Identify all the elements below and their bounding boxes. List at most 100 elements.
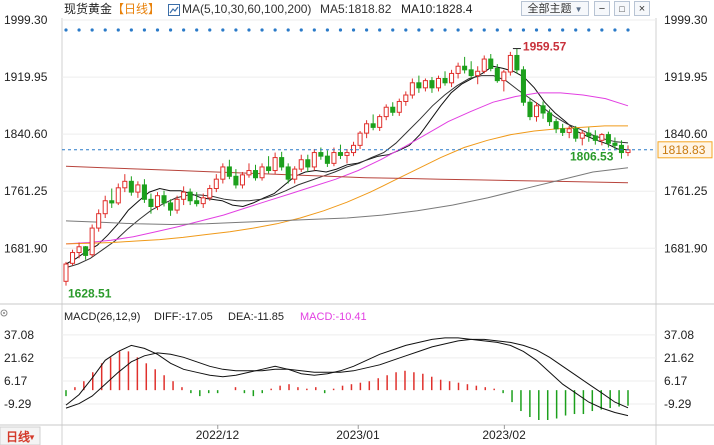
period-footer-tab[interactable] — [0, 426, 41, 445]
signal-dot-10 — [129, 28, 133, 32]
candle-body-13 — [148, 198, 154, 207]
candle-body-50 — [390, 106, 396, 113]
candle-body-27 — [239, 174, 245, 186]
candle-body-64 — [481, 58, 487, 72]
macd-tick-right-0: 37.08 — [664, 328, 694, 342]
candle-body-9 — [122, 180, 128, 189]
candle-body-19 — [187, 191, 193, 202]
price-tick-left-2: 1840.60 — [4, 127, 48, 141]
candle-body-22 — [207, 188, 213, 199]
candle-body-3 — [83, 246, 89, 256]
maximize-icon: □ — [619, 4, 625, 14]
macd-histogram — [65, 351, 629, 420]
ma-params: MA(5,10,30,60,100,200) — [182, 2, 312, 16]
candle-body-37 — [305, 159, 311, 168]
candle-body-85 — [618, 144, 624, 154]
candle-body-66 — [494, 67, 500, 82]
period-footer-label: 日线 — [6, 429, 30, 444]
candle-body-10 — [128, 180, 134, 193]
candle-body-25 — [226, 166, 232, 177]
price-tick-left-3: 1761.25 — [4, 184, 48, 198]
minimize-button[interactable]: − — [594, 1, 610, 16]
candle-body-39 — [318, 152, 324, 157]
signal-dot-66 — [495, 28, 499, 32]
candle-body-57 — [435, 77, 442, 89]
candle-body-60 — [455, 65, 461, 74]
date-tick-2: 2023/02 — [482, 428, 526, 442]
ma-line-ma60 — [65, 125, 628, 245]
candle-body-17 — [174, 198, 180, 211]
candle-body-72 — [533, 105, 540, 118]
candle-body-35 — [292, 168, 298, 180]
candle-body-69 — [514, 54, 520, 71]
recent-low-label: 1806.53 — [570, 150, 614, 164]
signal-dot-68 — [508, 28, 512, 32]
signal-dot-16 — [168, 28, 173, 32]
candle-body-23 — [213, 178, 219, 190]
signal-dot-18 — [182, 28, 186, 32]
candle-body-52 — [403, 94, 409, 102]
chevron-down-icon: ▼ — [574, 5, 583, 14]
candle-body-29 — [252, 170, 259, 179]
candle-body-55 — [422, 80, 428, 89]
candle-body-24 — [220, 166, 226, 180]
candle-body-84 — [612, 142, 618, 146]
price-tick-left-4: 1681.90 — [4, 241, 48, 255]
close-button[interactable]: × — [634, 1, 650, 16]
signal-dot-28 — [247, 28, 251, 32]
candle-body-71 — [527, 101, 533, 118]
signal-dot-62 — [469, 28, 473, 32]
symbol-name: 现货黄金 — [64, 2, 113, 16]
candle-body-46 — [364, 123, 370, 134]
candle-body-82 — [599, 134, 605, 141]
chevron-down-icon: ▼ — [28, 433, 36, 442]
macd-macd-value: MACD:-10.41 — [300, 311, 367, 323]
candle-body-21 — [200, 197, 206, 205]
candle-body-61 — [462, 65, 468, 71]
moving-average-lines — [65, 65, 629, 269]
candle-body-81 — [592, 135, 598, 141]
theme-menu-button[interactable]: 全部主题 ▼ — [521, 1, 589, 16]
candle-body-1 — [70, 252, 76, 264]
date-tick-0: 2022/12 — [196, 428, 240, 442]
candle-body-44 — [351, 144, 357, 154]
signal-dot-70 — [521, 28, 526, 32]
candle-body-51 — [396, 100, 402, 113]
macd-tick-right-2: 6.17 — [664, 374, 688, 388]
candle-body-32 — [272, 157, 278, 172]
candle-body-36 — [298, 159, 304, 170]
chart-header: 现货黄金 【日线】 MA(5,10,30,60,100,200) MA5:181… — [0, 0, 714, 18]
signal-dot-46 — [365, 28, 369, 32]
macd-tick-left-0: 37.08 — [4, 328, 34, 342]
ma10-value: MA10:1828.4 — [401, 2, 473, 16]
candle-body-70 — [520, 69, 526, 103]
candle-body-67 — [501, 71, 507, 82]
macd-grid — [62, 334, 656, 405]
macd-tick-left-1: 21.62 — [4, 351, 34, 365]
candle-body-15 — [161, 195, 167, 204]
macd-lines — [65, 337, 629, 417]
signal-dot-54 — [417, 28, 421, 32]
low-label: 1628.51 — [68, 287, 112, 301]
macd-tick-left-3: -9.29 — [4, 397, 32, 411]
ma5-value: MA5:1818.82 — [320, 2, 392, 16]
candle-body-14 — [154, 195, 161, 207]
candle-body-47 — [370, 123, 376, 128]
candle-body-6 — [102, 200, 108, 215]
candle-body-11 — [135, 184, 141, 193]
macd-diff-value: DIFF:-17.05 — [154, 311, 213, 323]
signal-dot-24 — [221, 28, 225, 32]
period-tag[interactable]: 【日线】 — [112, 2, 161, 16]
signal-dot-78 — [574, 28, 578, 32]
price-tick-left-0: 1999.30 — [4, 13, 48, 27]
candle-body-54 — [416, 82, 422, 89]
signal-dot-64 — [482, 28, 486, 32]
signal-dot-6 — [103, 28, 107, 32]
settings-icon[interactable] — [0, 309, 8, 317]
candle-body-65 — [488, 58, 494, 69]
maximize-button[interactable]: □ — [614, 1, 630, 16]
signal-dot-50 — [391, 28, 395, 32]
date-axis-labels: 2022/12 2023/01 2023/02 — [196, 425, 526, 442]
